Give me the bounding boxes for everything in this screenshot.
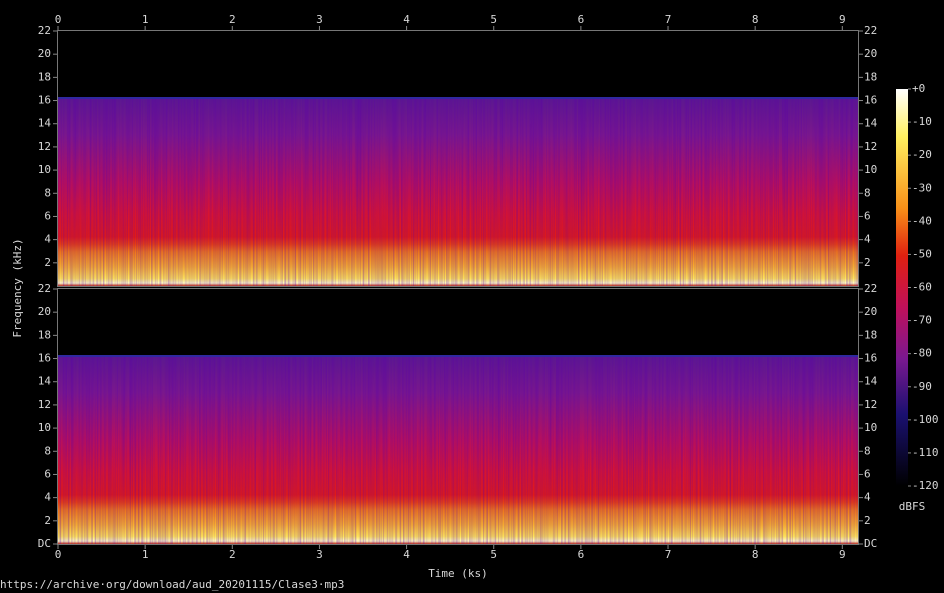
channel-frame xyxy=(57,288,859,545)
colorbar-tick-label: -90 xyxy=(912,380,932,393)
cutoff-edge xyxy=(58,97,858,99)
y-tick-label: 4 xyxy=(864,233,871,246)
colorbar-tick-label: -120 xyxy=(912,479,939,492)
y-tick-label: 18 xyxy=(864,70,877,83)
x-tick-label: 9 xyxy=(839,548,846,561)
y-tick-label: 14 xyxy=(38,375,52,388)
x-tick-label: 6 xyxy=(578,13,585,26)
y-tick-label: 12 xyxy=(864,140,877,153)
x-tick-label: 3 xyxy=(316,548,323,561)
x-tick-label: 5 xyxy=(490,13,497,26)
y-tick-label: 2 xyxy=(864,256,871,269)
y-tick-label: DC xyxy=(38,537,51,550)
x-tick-label: 2 xyxy=(229,548,236,561)
y-tick-label: 16 xyxy=(38,352,51,365)
y-tick-label: 6 xyxy=(864,209,871,222)
x-tick-label: 8 xyxy=(752,548,759,561)
colorbar-tick-label: -70 xyxy=(912,314,932,327)
y-tick-label: 8 xyxy=(864,186,871,199)
y-tick-label: 12 xyxy=(38,140,51,153)
y-tick-label: 20 xyxy=(38,305,51,318)
x-tick-label: 3 xyxy=(316,13,323,26)
x-tick-label: 0 xyxy=(55,548,62,561)
colorbar-tick-label: -10 xyxy=(912,115,932,128)
spectrum-texture xyxy=(58,355,858,544)
y-tick-label: 20 xyxy=(864,47,877,60)
y-tick-label: 22 xyxy=(864,24,877,37)
y-tick-label: 6 xyxy=(864,467,871,480)
y-tick-label: 6 xyxy=(44,209,51,222)
y-tick-label: 2 xyxy=(44,514,51,527)
y-tick-label: 4 xyxy=(44,491,51,504)
y-axis-label: Frequency (kHz) xyxy=(11,238,24,337)
colorbar-tick-label: -30 xyxy=(912,181,932,194)
x-tick-label: 7 xyxy=(665,548,672,561)
colorbar-tick-label: -110 xyxy=(912,446,939,459)
y-tick-label: 8 xyxy=(864,444,871,457)
y-tick-label: 4 xyxy=(44,233,51,246)
colorbar-tick-label: -40 xyxy=(912,214,932,227)
y-tick-label: 12 xyxy=(864,398,877,411)
x-tick-label: 1 xyxy=(142,548,149,561)
colorbar-label: dBFS xyxy=(899,500,926,513)
y-tick-label: 10 xyxy=(864,421,877,434)
cutoff-edge xyxy=(58,355,858,357)
y-tick-label: 16 xyxy=(864,94,877,107)
x-tick-label: 6 xyxy=(578,548,585,561)
x-tick-label: 0 xyxy=(55,13,62,26)
colorbar-tick-label: -100 xyxy=(912,413,939,426)
y-tick-label: 8 xyxy=(44,444,51,457)
colorbar-tick-label: +0 xyxy=(912,82,925,95)
y-tick-label: 2 xyxy=(864,514,871,527)
colorbar-tick-label: -60 xyxy=(912,281,932,294)
y-tick-label: 18 xyxy=(38,328,51,341)
y-tick-label: 8 xyxy=(44,186,51,199)
y-tick-label: 4 xyxy=(864,491,871,504)
y-tick-label: 20 xyxy=(864,305,877,318)
x-tick-label: 4 xyxy=(403,548,410,561)
y-tick-label: DC xyxy=(864,537,877,550)
y-tick-label: 14 xyxy=(864,117,878,130)
y-tick-label: 12 xyxy=(38,398,51,411)
y-tick-label: 18 xyxy=(864,328,877,341)
x-tick-label: 2 xyxy=(229,13,236,26)
x-tick-label: 5 xyxy=(490,548,497,561)
colorbar-tick-label: -80 xyxy=(912,347,932,360)
x-tick-label: 9 xyxy=(839,13,846,26)
y-tick-label: 2 xyxy=(44,256,51,269)
colorbar-tick-label: -20 xyxy=(912,148,932,161)
y-tick-label: 16 xyxy=(38,94,51,107)
y-tick-label: 16 xyxy=(864,352,877,365)
footer-url: https://archive·org/download/aud_2020111… xyxy=(0,578,344,591)
y-tick-label: 10 xyxy=(864,163,877,176)
y-tick-label: 18 xyxy=(38,70,51,83)
y-tick-label: 14 xyxy=(864,375,878,388)
y-tick-label: 22 xyxy=(864,282,877,295)
colorbar xyxy=(896,89,908,486)
x-tick-label: 1 xyxy=(142,13,149,26)
y-tick-label: 10 xyxy=(38,163,51,176)
x-axis-label: Time (ks) xyxy=(428,567,488,580)
y-tick-label: 14 xyxy=(38,117,52,130)
y-tick-label: 20 xyxy=(38,47,51,60)
spectrum-texture xyxy=(58,97,858,286)
y-tick-label: 22 xyxy=(38,282,51,295)
x-tick-label: 7 xyxy=(665,13,672,26)
colorbar-tick-label: -50 xyxy=(912,247,932,260)
x-tick-label: 8 xyxy=(752,13,759,26)
y-tick-label: 22 xyxy=(38,24,51,37)
y-tick-label: 10 xyxy=(38,421,51,434)
x-tick-label: 4 xyxy=(403,13,410,26)
y-tick-label: 6 xyxy=(44,467,51,480)
channel-frame xyxy=(57,30,859,287)
